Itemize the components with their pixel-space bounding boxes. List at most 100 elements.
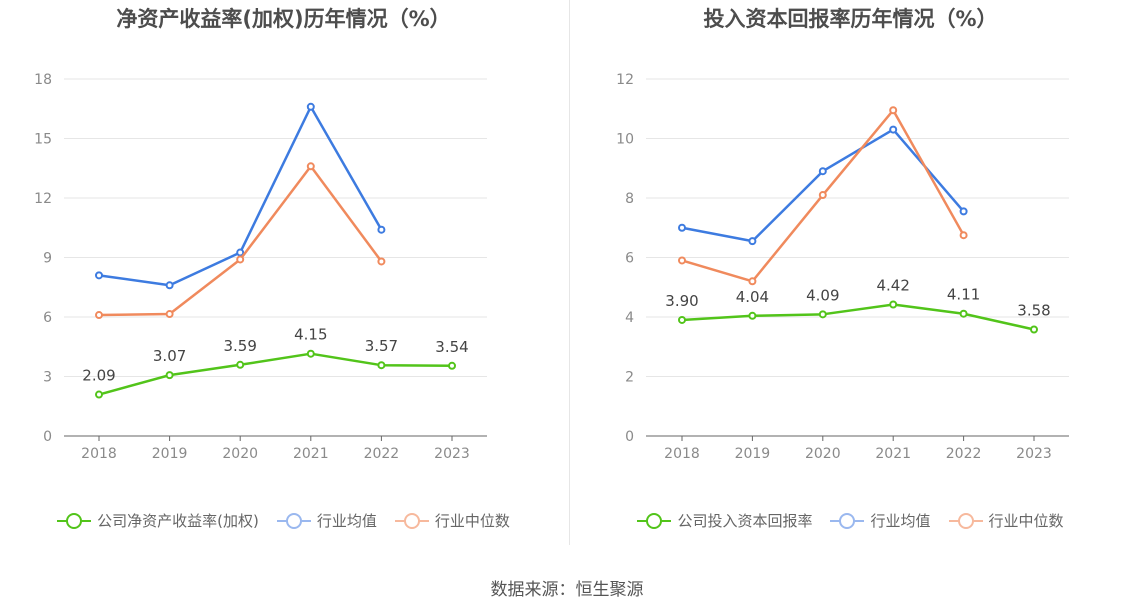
data-point[interactable] (236, 360, 245, 369)
x-tick-label: 2023 (434, 446, 470, 462)
data-point[interactable] (306, 102, 315, 111)
y-tick-label: 6 (43, 310, 52, 326)
data-point[interactable] (748, 311, 757, 320)
chart-panel-right: 投入资本回报率历年情况（%） 0 2 4 6 8 10 12 2018 2019 2020 2021… (567, 0, 1134, 545)
legend-marker-icon (57, 511, 92, 531)
legend-label: 行业中位数 (434, 512, 510, 530)
legend-marker-icon (394, 511, 429, 531)
chart-panel-left: 净资产收益率(加权)历年情况（%） 0 3 6 9 12 15 18 2018 2019 2020… (0, 0, 567, 545)
chart-legend: 公司净资产收益率(加权) 行业均值 行业中位数 (0, 510, 567, 531)
chart-legend: 公司投入资本回报率 行业均值 行业中位数 (567, 510, 1134, 531)
y-tick-label: 0 (43, 429, 52, 445)
data-label: 3.90 (665, 292, 698, 310)
y-tick-label: 9 (43, 251, 52, 267)
x-tick-label: 2020 (222, 446, 258, 462)
legend-item-industry-median[interactable]: 行业中位数 (394, 510, 510, 531)
legend-item-industry-mean[interactable]: 行业均值 (276, 510, 377, 531)
y-tick-label: 12 (616, 72, 634, 88)
data-label: 3.58 (1017, 301, 1050, 319)
series-line (681, 128, 965, 243)
data-point[interactable] (678, 223, 686, 232)
chart-title: 投入资本回报率历年情况（%） (703, 7, 998, 31)
data-point[interactable] (95, 271, 103, 280)
data-point[interactable] (377, 225, 386, 234)
data-point[interactable] (306, 162, 315, 171)
x-tick-label: 2022 (364, 446, 400, 462)
data-point[interactable] (306, 349, 315, 358)
data-label: 4.42 (876, 277, 909, 295)
legend-item-industry-mean[interactable]: 行业均值 (830, 510, 931, 531)
legend-label: 公司净资产收益率(加权) (97, 512, 259, 530)
y-tick-label: 10 (616, 132, 634, 148)
data-point[interactable] (818, 191, 827, 200)
y-tick-label: 8 (625, 191, 634, 207)
series-line (98, 352, 453, 396)
data-point[interactable] (889, 106, 898, 115)
y-tick-label: 3 (43, 370, 52, 386)
legend-label: 公司投入资本回报率 (677, 512, 813, 530)
legend-marker-icon (948, 511, 983, 531)
x-tick-label: 2019 (152, 446, 188, 462)
data-point[interactable] (165, 310, 174, 319)
x-tick-label: 2021 (875, 446, 911, 462)
data-label: 3.07 (153, 347, 186, 365)
panel-divider (569, 0, 570, 545)
data-point[interactable] (678, 315, 686, 324)
data-point[interactable] (1030, 325, 1038, 334)
data-label: 4.15 (294, 326, 327, 344)
legend-label: 行业均值 (870, 512, 931, 530)
y-tick-label: 0 (625, 429, 634, 445)
data-point[interactable] (678, 256, 686, 265)
x-tick-label: 2020 (805, 446, 841, 462)
y-tick-label: 6 (625, 251, 634, 267)
data-point[interactable] (165, 371, 174, 380)
y-tick-label: 18 (34, 72, 52, 88)
x-tick-label: 2018 (664, 446, 700, 462)
data-point[interactable] (95, 390, 103, 399)
x-tick-label: 2021 (293, 446, 329, 462)
data-point[interactable] (959, 309, 968, 318)
data-point[interactable] (748, 237, 757, 246)
data-point[interactable] (377, 257, 386, 266)
y-tick-label: 2 (625, 370, 634, 386)
data-point[interactable] (959, 231, 968, 240)
line-chart-roe: 0 3 6 9 12 15 18 2018 2019 2020 2021 2022 2023 2.09 3.… (34, 72, 487, 462)
data-source-note: 数据来源：恒生聚源 (490, 580, 644, 600)
legend-item-company[interactable]: 公司净资产收益率(加权) (57, 510, 259, 531)
data-label: 3.57 (365, 337, 398, 355)
line-chart-roic: 0 2 4 6 8 10 12 2018 2019 2020 2021 2022 2023 3.90 4.0… (616, 72, 1069, 462)
data-label: 2.09 (82, 367, 115, 385)
legend-label: 行业中位数 (988, 512, 1064, 530)
series-line (98, 165, 383, 317)
y-tick-label: 4 (625, 310, 634, 326)
y-tick-label: 15 (34, 132, 52, 148)
data-point[interactable] (377, 361, 386, 370)
chart-title: 净资产收益率(加权)历年情况（%） (116, 7, 451, 31)
legend-marker-icon (637, 511, 672, 531)
x-tick-label: 2022 (946, 446, 982, 462)
data-point[interactable] (889, 125, 898, 134)
data-point[interactable] (959, 207, 968, 216)
data-point[interactable] (165, 281, 174, 290)
data-label: 4.11 (947, 286, 980, 304)
data-point[interactable] (95, 311, 103, 320)
data-point[interactable] (818, 310, 827, 319)
data-label: 3.59 (223, 337, 256, 355)
legend-label: 行业均值 (316, 512, 377, 530)
legend-marker-icon (276, 511, 311, 531)
data-point[interactable] (748, 277, 757, 286)
legend-item-company[interactable]: 公司投入资本回报率 (637, 510, 812, 531)
x-tick-label: 2023 (1016, 446, 1052, 462)
data-point[interactable] (889, 300, 898, 309)
data-label: 4.09 (806, 286, 839, 304)
data-point[interactable] (818, 167, 827, 176)
data-label: 3.54 (435, 338, 468, 356)
data-point[interactable] (448, 361, 456, 370)
y-tick-label: 12 (34, 191, 52, 207)
data-label: 4.04 (736, 288, 769, 306)
legend-item-industry-median[interactable]: 行业中位数 (948, 510, 1064, 531)
x-tick-label: 2019 (735, 446, 771, 462)
x-tick-label: 2018 (81, 446, 117, 462)
data-point[interactable] (236, 255, 245, 264)
series-line (681, 303, 1035, 331)
